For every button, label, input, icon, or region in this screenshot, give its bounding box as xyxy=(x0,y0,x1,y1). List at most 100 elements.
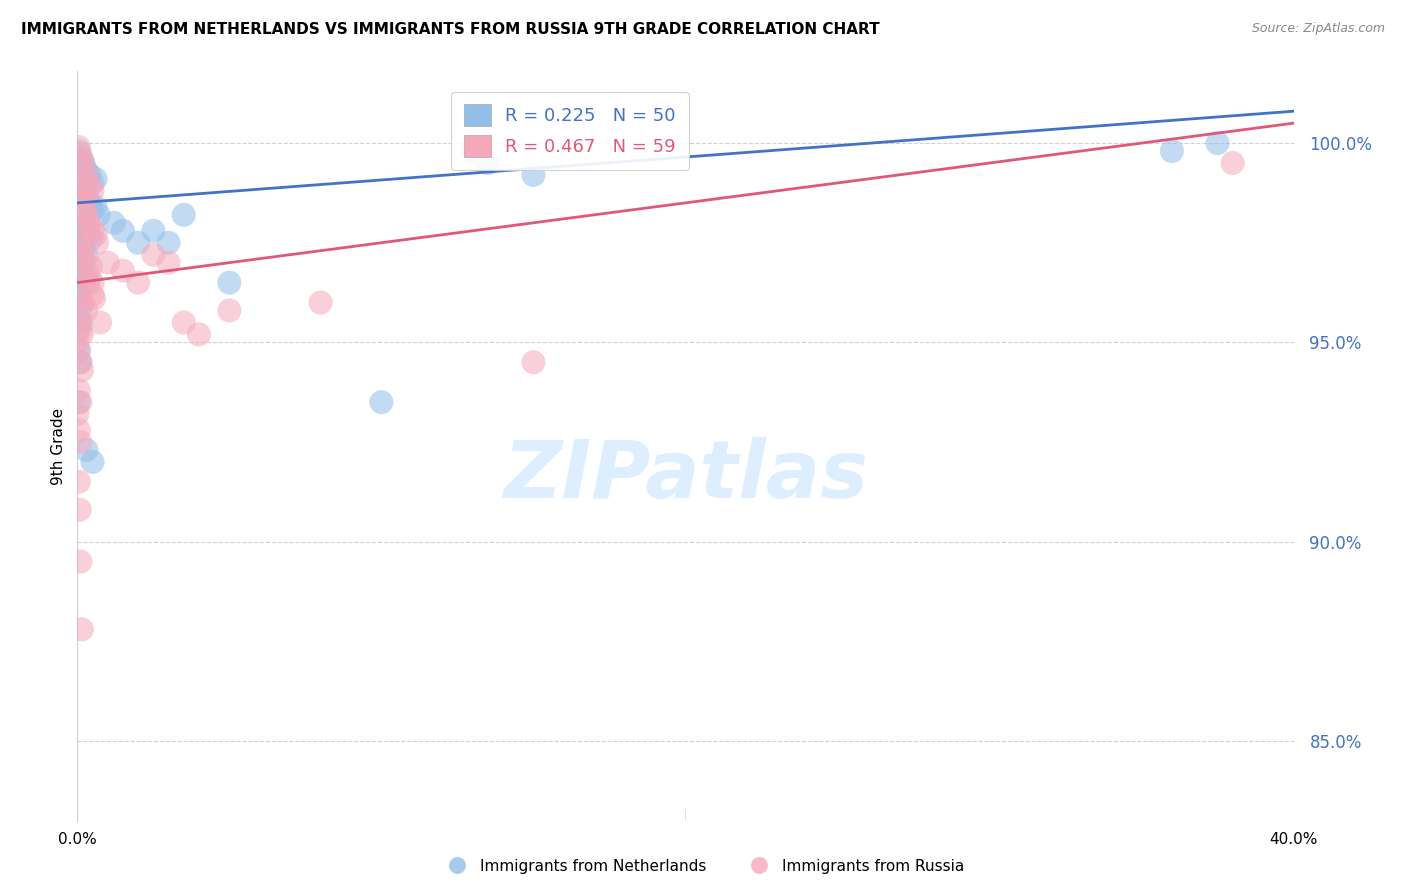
Point xyxy=(1161,144,1184,158)
Point xyxy=(477,156,499,170)
Point xyxy=(111,224,134,238)
Point xyxy=(67,395,90,409)
Point xyxy=(69,355,91,369)
Point xyxy=(84,227,107,242)
Point xyxy=(188,327,211,342)
Point xyxy=(79,195,101,210)
Point xyxy=(82,276,104,290)
Text: ZIPatlas: ZIPatlas xyxy=(503,437,868,515)
Point xyxy=(70,156,93,170)
Point xyxy=(73,271,96,285)
Point xyxy=(66,407,89,421)
Point xyxy=(79,180,101,194)
Point xyxy=(84,172,107,186)
Y-axis label: 9th Grade: 9th Grade xyxy=(51,408,66,484)
Point xyxy=(82,203,104,218)
Point xyxy=(77,227,100,242)
Text: IMMIGRANTS FROM NETHERLANDS VS IMMIGRANTS FROM RUSSIA 9TH GRADE CORRELATION CHAR: IMMIGRANTS FROM NETHERLANDS VS IMMIGRANT… xyxy=(21,22,880,37)
Point xyxy=(67,475,90,489)
Point xyxy=(461,144,484,158)
Point xyxy=(70,263,93,277)
Point xyxy=(103,216,125,230)
Point xyxy=(67,343,90,358)
Point xyxy=(522,355,544,369)
Point xyxy=(69,323,91,337)
Point xyxy=(83,292,105,306)
Point xyxy=(75,164,97,178)
Text: Source: ZipAtlas.com: Source: ZipAtlas.com xyxy=(1251,22,1385,36)
Point xyxy=(67,144,90,158)
Point xyxy=(1222,156,1244,170)
Point xyxy=(69,502,91,516)
Point xyxy=(70,248,93,262)
Point xyxy=(75,442,97,457)
Point xyxy=(127,235,149,250)
Point xyxy=(82,184,104,198)
Point xyxy=(72,195,94,210)
Point xyxy=(370,395,392,409)
Point xyxy=(173,208,195,222)
Point xyxy=(69,240,91,254)
Point xyxy=(72,244,94,258)
Point xyxy=(79,271,101,285)
Point xyxy=(82,455,104,469)
Point xyxy=(82,224,104,238)
Point xyxy=(142,224,165,238)
Point xyxy=(1206,136,1229,150)
Point xyxy=(73,224,96,238)
Point xyxy=(111,263,134,277)
Point xyxy=(67,423,90,437)
Legend: Immigrants from Netherlands, Immigrants from Russia: Immigrants from Netherlands, Immigrants … xyxy=(436,853,970,880)
Point xyxy=(82,287,104,301)
Point xyxy=(142,248,165,262)
Point xyxy=(77,176,100,190)
Point xyxy=(66,323,89,337)
Point xyxy=(72,160,94,174)
Point xyxy=(69,240,91,254)
Point xyxy=(67,343,90,358)
Point xyxy=(80,260,103,274)
Point xyxy=(73,255,96,269)
Point xyxy=(69,152,91,166)
Point xyxy=(72,252,94,266)
Point xyxy=(87,208,110,222)
Point xyxy=(70,219,93,234)
Point xyxy=(67,383,90,397)
Point xyxy=(69,395,91,409)
Point xyxy=(72,188,94,202)
Point xyxy=(82,176,104,190)
Point xyxy=(67,315,90,329)
Point xyxy=(69,355,91,369)
Point xyxy=(72,295,94,310)
Point xyxy=(80,232,103,246)
Point xyxy=(127,276,149,290)
Point xyxy=(309,295,332,310)
Point xyxy=(67,235,90,250)
Point xyxy=(89,315,111,329)
Point xyxy=(79,216,101,230)
Point xyxy=(97,255,120,269)
Point xyxy=(75,208,97,222)
Point xyxy=(79,168,101,182)
Point xyxy=(70,327,93,342)
Point xyxy=(69,184,91,198)
Point xyxy=(77,276,100,290)
Point xyxy=(522,168,544,182)
Point xyxy=(75,168,97,182)
Point xyxy=(173,315,195,329)
Point xyxy=(72,216,94,230)
Point xyxy=(69,303,91,318)
Point xyxy=(70,363,93,377)
Point xyxy=(75,303,97,318)
Point xyxy=(75,248,97,262)
Point xyxy=(72,156,94,170)
Point xyxy=(69,287,91,301)
Point xyxy=(69,555,91,569)
Legend: R = 0.225   N = 50, R = 0.467   N = 59: R = 0.225 N = 50, R = 0.467 N = 59 xyxy=(451,92,689,170)
Point xyxy=(86,235,108,250)
Point xyxy=(75,263,97,277)
Point xyxy=(67,295,90,310)
Point xyxy=(218,303,240,318)
Point xyxy=(70,152,93,166)
Point xyxy=(69,287,91,301)
